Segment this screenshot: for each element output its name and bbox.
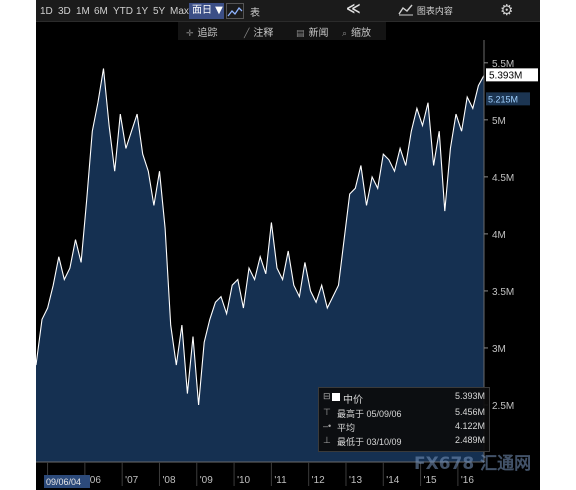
start-date-badge [44,475,90,488]
y-tick-label: 4.5M [492,173,514,184]
gear-icon[interactable]: ⚙ [500,1,514,19]
chart-content-icon [398,4,413,16]
watermark-logo: FX678 汇通网 [414,454,532,474]
last-value-badge [486,68,538,82]
chart-content-button[interactable]: 图表内容 [398,3,453,17]
news-icon: ▤ [296,29,305,39]
range-1d-button[interactable]: 1D [40,6,53,17]
legend-row-low: ⊥ 最低于 03/10/09 2.489M [319,435,491,448]
y-tick-label: 5.5M [492,59,514,70]
x-tick-label: '16 [461,475,474,486]
x-tick-label: '14 [386,475,399,486]
x-tick-label: '15 [424,475,437,486]
y-tick-label: 2.5M [492,401,514,412]
legend-average-label: 平均 [337,423,356,433]
x-tick-label: '08 [162,475,175,486]
y-axis: 2.5M 3M 3.5M 4M 4.5M 5M 5.5M [483,40,514,462]
pencil-icon: ╱ [244,29,250,39]
high-marker-icon: ⊤ [323,407,331,417]
collapse-minus-icon[interactable]: ⊟ [323,391,331,401]
range-1m-button[interactable]: 1M [76,6,90,17]
zoom-button[interactable]: ⌕ 缩放 [342,24,371,39]
x-tick-label: '13 [349,475,362,486]
crosshair-icon: ✛ [186,29,194,39]
legend-row-high: ⊤ 最高于 05/09/06 5.456M [319,407,491,420]
range-max-button[interactable]: Max [170,6,189,17]
last-value-label: 5.393M [489,70,522,81]
chart-type-dropdown[interactable]: 面日 ▼ [189,3,224,19]
series-line [36,68,485,406]
legend-row-average: –• 平均 4.122M [319,421,491,434]
low-marker-icon: ⊥ [323,435,331,445]
x-tick-label: '07 [125,475,138,486]
annotate-label: 注释 [253,28,274,39]
legend-panel: ⊟ 中价 5.393M ⊤ 最高于 05/09/06 5.456M –• 平均 … [318,387,490,452]
x-tick-label: '10 [237,475,250,486]
range-ytd-button[interactable]: YTD [113,6,133,17]
range-3d-button[interactable]: 3D [58,6,71,17]
series-area [36,68,484,462]
prev-value-label: 5.215M [488,94,518,104]
value-badges: 5.393M 5.215M [486,68,538,106]
legend-average-value: 4.122M [454,421,485,431]
x-axis: '05'06'07'08'09'10'11'12'13'14'15'1609/0… [36,461,540,490]
line-chart-icon [227,6,243,17]
legend-low-value: 2.489M [454,435,485,445]
news-label: 新闻 [308,28,329,39]
x-tick-label: '11 [274,475,287,486]
y-tick-label: 5M [492,116,506,127]
track-label: 追踪 [197,28,218,39]
range-5y-button[interactable]: 5Y [153,6,166,17]
chart-content-label: 图表内容 [416,7,453,17]
line-chart-button[interactable] [226,3,244,19]
start-date-label: 09/06/04 [46,477,81,487]
x-axis-band [36,462,540,490]
magnifier-icon: ⌕ [342,29,348,39]
x-tick-label: '09 [200,475,213,486]
y-tick-label: 3M [492,344,506,355]
prev-value-badge [486,92,530,106]
y-tick-label: 3.5M [492,287,514,298]
news-button[interactable]: ▤ 新闻 [296,24,329,39]
toolbar: 1D 3D 1M 6M YTD 1Y 5Y Max 面日 ▼ 表 ≪ 图表内容 … [36,0,540,22]
table-button[interactable]: 表 [250,8,260,19]
x-tick-label: '06 [88,475,101,486]
average-marker-icon: –• [323,421,332,431]
legend-series-value: 5.393M [454,391,485,401]
track-button[interactable]: ✛ 追踪 [186,24,218,39]
series-swatch [332,393,340,401]
annotate-button[interactable]: ╱ 注释 [244,24,273,39]
chart-tools-bar: ✛ 追踪 ╱ 注释 ▤ 新闻 ⌕ 缩放 [178,22,386,40]
y-tick-label: 4M [492,230,506,241]
legend-low-label: 最低于 03/10/09 [337,437,402,447]
zoom-label: 缩放 [351,28,372,39]
legend-series-row[interactable]: ⊟ 中价 5.393M [319,391,491,406]
legend-high-value: 5.456M [454,407,485,417]
range-1y-button[interactable]: 1Y [136,6,149,17]
legend-series-name: 中价 [343,395,363,406]
legend-high-label: 最高于 05/09/06 [337,409,402,419]
range-6m-button[interactable]: 6M [94,6,108,17]
collapse-button[interactable]: ≪ [346,1,361,17]
x-tick-label: '12 [312,475,325,486]
